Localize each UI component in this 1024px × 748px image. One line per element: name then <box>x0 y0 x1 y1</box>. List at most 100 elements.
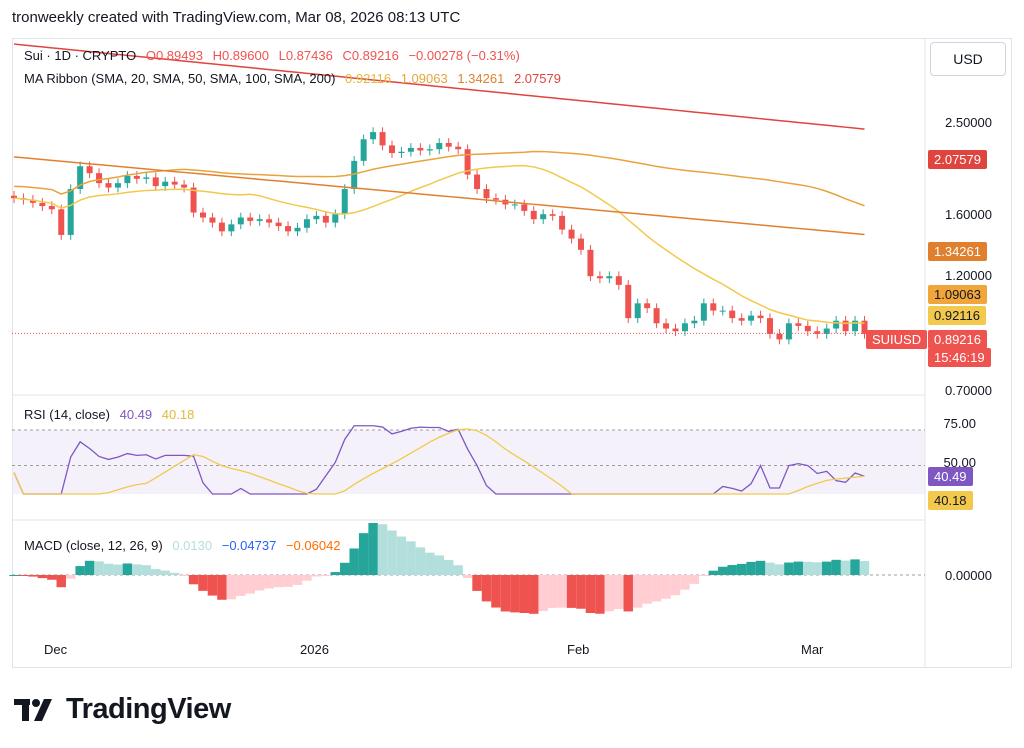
candle-body <box>587 249 594 277</box>
candle-body <box>341 189 348 215</box>
change-value: −0.00278 (−0.31%) <box>408 48 520 63</box>
sma200-value: 2.07579 <box>513 71 561 86</box>
macd-histogram-bar <box>406 541 416 575</box>
candle-body <box>133 175 140 179</box>
sma50-value: 1.09063 <box>400 71 448 86</box>
candle-body <box>474 174 481 190</box>
macd-histogram-bar <box>784 562 794 575</box>
symbol-label: Sui · 1D · CRYPTO <box>24 48 137 63</box>
candle-body <box>162 181 169 187</box>
macd-histogram-bar <box>368 523 378 575</box>
macd-histogram-bar <box>198 575 208 591</box>
macd-histogram-bar <box>37 575 48 579</box>
sma100-line <box>13 156 865 236</box>
candle-body <box>96 173 103 184</box>
macd-histogram-bar <box>708 570 719 575</box>
candle-body <box>209 217 216 223</box>
candle-body <box>332 214 339 223</box>
macd-histogram-bar <box>103 563 114 575</box>
date-tick: Mar <box>801 642 824 657</box>
candle-body <box>559 215 566 230</box>
macd-value: 0.0130 <box>172 538 213 553</box>
macd-histogram-bar <box>283 575 293 587</box>
macd-histogram-bar <box>765 562 775 575</box>
candle-body <box>105 183 112 188</box>
macd-histogram-bar <box>736 563 747 575</box>
candle-body <box>842 320 849 332</box>
candle-body <box>77 166 84 190</box>
candle-body <box>11 195 17 199</box>
candle-body <box>615 276 622 285</box>
macd-histogram-bar <box>56 575 66 588</box>
macd-histogram-bar <box>387 530 397 575</box>
candle-body <box>389 145 395 154</box>
macd-histogram-bar <box>557 575 567 608</box>
countdown-badge: 15:46:19 <box>928 348 991 367</box>
macd-histogram-bar <box>28 575 38 577</box>
rsi-band <box>12 430 925 494</box>
candle-body <box>833 320 840 329</box>
candle-body <box>86 166 93 174</box>
macd-histogram-bar <box>434 555 444 575</box>
macd-histogram-bar <box>122 563 133 575</box>
chart-frame <box>12 38 1012 668</box>
candle-body <box>757 315 764 319</box>
rsi-badge: 40.49 <box>928 467 973 486</box>
macd-histogram-bar <box>462 575 473 579</box>
chart-header-title: tronweekly created with TradingView.com,… <box>12 9 461 26</box>
macd-histogram-bar <box>500 575 511 612</box>
candle-body <box>181 184 188 188</box>
sma20-badge: 0.92116 <box>928 306 987 325</box>
price-tick: 0.70000 <box>945 383 992 398</box>
macd-histogram-bar <box>661 575 671 599</box>
macd-histogram-bar <box>377 524 388 575</box>
candle-body <box>823 328 830 334</box>
candle-body <box>152 177 159 187</box>
macd-histogram-bar <box>651 575 662 602</box>
candle-body <box>114 183 121 188</box>
macd-histogram-bar <box>188 575 199 585</box>
candle-body <box>48 206 55 210</box>
candle-body <box>634 303 641 319</box>
price-tick: 1.20000 <box>945 268 992 283</box>
macd-histogram-bar <box>566 575 577 608</box>
macd-legend: MACD (close, 12, 26, 9) 0.0130 −0.04737 … <box>24 538 347 553</box>
macd-histogram-bar <box>576 575 586 609</box>
high-value: H0.89600 <box>212 48 269 63</box>
macd-signal-value: −0.04737 <box>221 538 277 553</box>
rsi-legend: RSI (14, close) 40.49 40.18 <box>24 407 200 422</box>
candle-body <box>464 149 471 175</box>
currency-button[interactable]: USD <box>930 42 1006 76</box>
candle-body <box>256 219 263 221</box>
macd-histogram-bar <box>803 561 813 575</box>
macd-histogram-bar <box>831 559 841 575</box>
candle-body <box>58 209 65 235</box>
candle-body <box>549 214 556 216</box>
macd-histogram-bar <box>18 575 29 576</box>
candle-body <box>190 187 197 213</box>
ma-ribbon-legend: MA Ribbon (SMA, 20, SMA, 50, SMA, 100, S… <box>24 71 567 86</box>
macd-histogram-bar <box>859 561 870 575</box>
candle-body <box>228 224 235 232</box>
candle-body <box>370 132 377 140</box>
candle-body <box>596 276 603 279</box>
macd-histogram-bar <box>547 575 558 608</box>
rsi-tick: 50.00 <box>943 455 976 470</box>
low-value: L0.87436 <box>278 48 333 63</box>
macd-histogram-bar <box>623 575 633 612</box>
candle-body <box>663 323 670 329</box>
candle-body <box>294 227 301 232</box>
rsi-ma-value: 40.18 <box>161 407 195 422</box>
candle-body <box>672 328 679 332</box>
candle-body <box>521 204 528 211</box>
macd-histogram-bar <box>443 560 454 575</box>
macd-histogram-bar <box>9 575 19 576</box>
candle-body <box>568 229 575 239</box>
candle-body <box>691 320 698 324</box>
candle-body <box>124 175 131 184</box>
ma-ribbon-name: MA Ribbon (SMA, 20, SMA, 50, SMA, 100, S… <box>24 71 336 86</box>
sma100-badge: 1.34261 <box>928 242 987 261</box>
candle-body <box>417 147 424 151</box>
macd-histogram-bar <box>453 565 463 575</box>
